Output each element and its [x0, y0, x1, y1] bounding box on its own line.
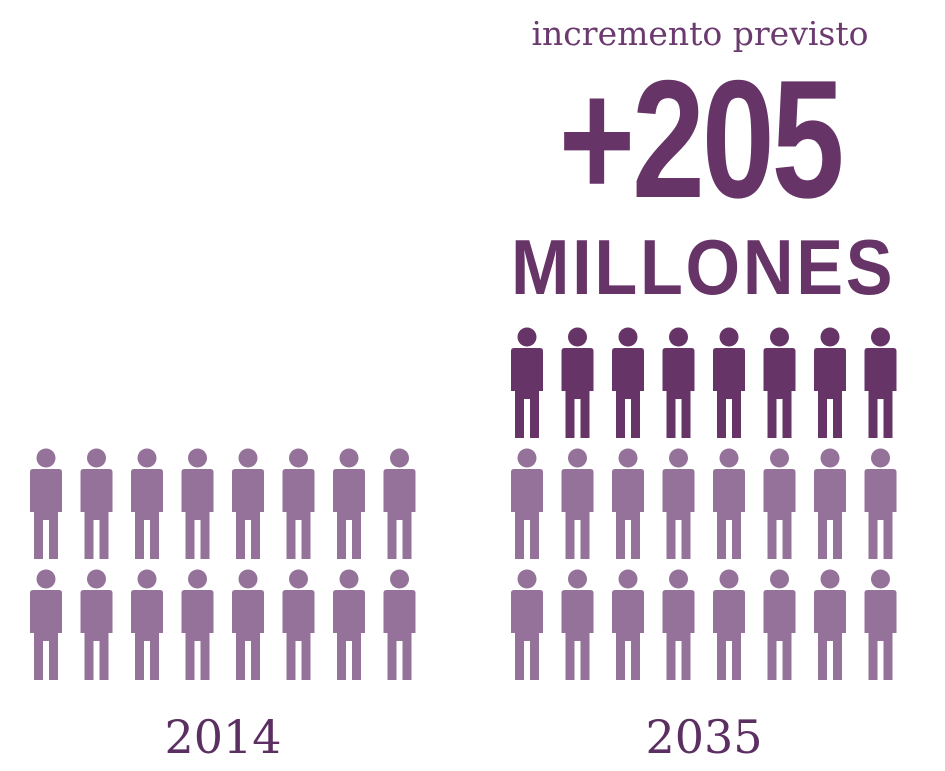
person-icon-2014-s0-r1-1: [80, 448, 113, 559]
person-icon-2035-s0-r1-0: [511, 448, 543, 559]
person-icon-2035-s0-r1-5: [763, 448, 796, 559]
person-icon-2035-s0-r1-6: [814, 448, 846, 559]
person-icon-2035-s1-r0-7: [864, 327, 897, 438]
person-icon-2035-s0-r0-7: [864, 569, 897, 680]
person-icon-2035-s0-r1-2: [612, 448, 644, 559]
person-icon-2014-s0-r1-7: [383, 448, 416, 559]
person-icon-2014-s0-r0-3: [181, 569, 214, 680]
person-icon-2014-s0-r0-5: [282, 569, 315, 680]
person-icon-2014-s0-r0-4: [232, 569, 264, 680]
person-icon-2035-s1-r0-5: [763, 327, 796, 438]
person-icon-2035-s0-r0-4: [713, 569, 745, 680]
person-icon-2035-s1-r0-1: [561, 327, 594, 438]
person-icon-2014-s0-r0-7: [383, 569, 416, 680]
person-icon-2035-s1-r0-4: [713, 327, 745, 438]
person-icon-2035-s0-r0-3: [662, 569, 695, 680]
person-icon-2014-s0-r1-0: [30, 448, 62, 559]
person-icon-2035-s0-r1-4: [713, 448, 745, 559]
person-icon-2035-s0-r1-1: [561, 448, 594, 559]
person-icon-2035-s1-r0-0: [511, 327, 543, 438]
person-icon-2035-s0-r0-5: [763, 569, 796, 680]
person-icon-2014-s0-r1-6: [333, 448, 365, 559]
person-icon-2035-s0-r0-1: [561, 569, 594, 680]
person-icon-2014-s0-r1-3: [181, 448, 214, 559]
person-icon-2035-s0-r0-0: [511, 569, 543, 680]
annotation-value: +205: [558, 45, 845, 233]
person-icon-2014-s0-r0-1: [80, 569, 113, 680]
person-icon-2014-s0-r0-6: [333, 569, 365, 680]
person-icon-2035-s1-r0-6: [814, 327, 846, 438]
person-icon-2014-s0-r1-4: [232, 448, 264, 559]
person-icon-2014-s0-r1-2: [131, 448, 163, 559]
person-icon-2035-s0-r0-2: [612, 569, 644, 680]
person-icon-2014-s0-r0-0: [30, 569, 62, 680]
person-icon-2014-s0-r0-2: [131, 569, 163, 680]
person-icon-2035-s1-r0-3: [662, 327, 695, 438]
year-label-2014: 2014: [164, 710, 282, 764]
annotation-unit: MILLONES: [511, 223, 896, 311]
year-label-2035: 2035: [645, 710, 763, 764]
annotation-caption: incremento previsto: [531, 14, 869, 53]
person-icon-2035-s1-r0-2: [612, 327, 644, 438]
person-icon-2014-s0-r1-5: [282, 448, 315, 559]
person-icon-2035-s0-r1-3: [662, 448, 695, 559]
person-icon-2035-s0-r1-7: [864, 448, 897, 559]
person-icon-2035-s0-r0-6: [814, 569, 846, 680]
